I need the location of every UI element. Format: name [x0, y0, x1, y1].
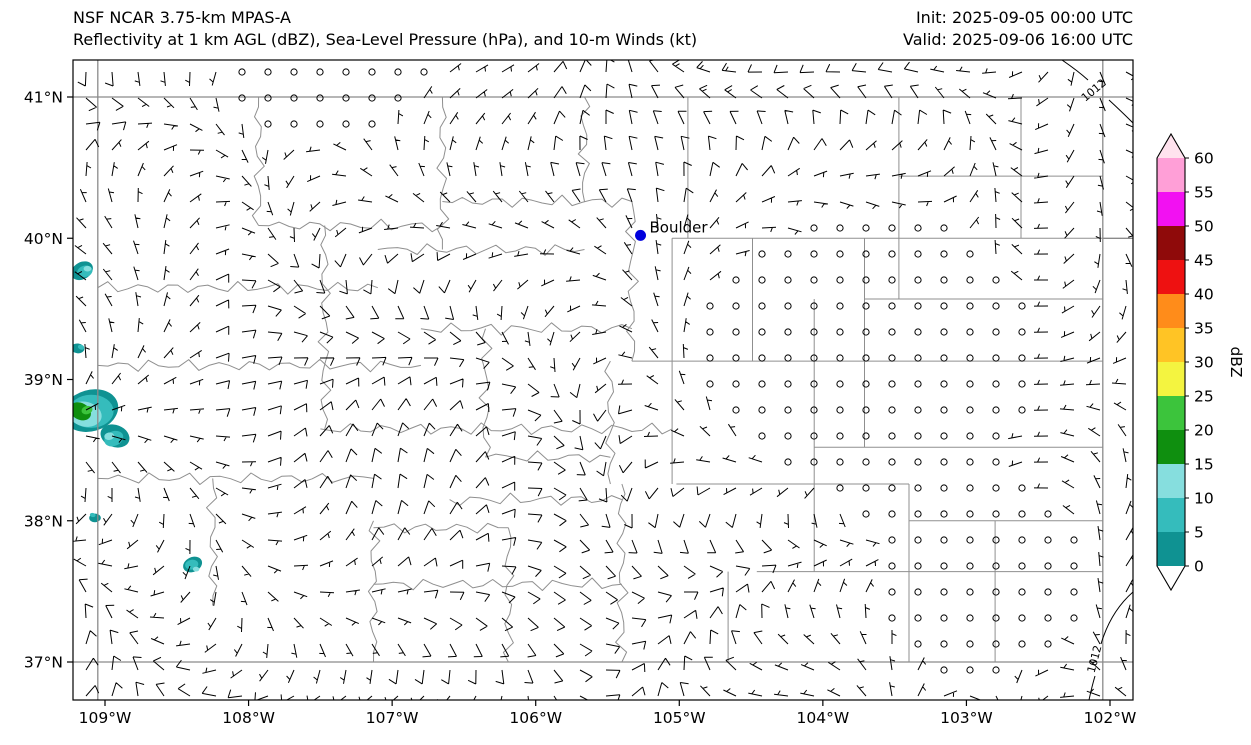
axis-ticks: 109°W 108°W 107°W 106°W 105°W 104°W 103°W 102°W… — [24, 89, 1136, 728]
figure-times: Init: 2025-09-05 00:00 UTC Valid: 2025-0… — [903, 7, 1133, 51]
figure-subtitle: Reflectivity at 1 km AGL (dBZ), Sea-Leve… — [73, 30, 698, 49]
init-time: Init: 2025-09-05 00:00 UTC — [915, 8, 1133, 27]
colorbar-tick-label: 20 — [1194, 422, 1214, 440]
y-tick-label: 39°N — [24, 371, 63, 389]
y-tick-label: 41°N — [24, 89, 63, 107]
valid-time: Valid: 2025-09-06 16:00 UTC — [902, 30, 1133, 49]
reflectivity-layer — [73, 261, 203, 573]
x-tick-label: 107°W — [366, 709, 419, 727]
colorbar-title: dBZ — [1227, 346, 1245, 377]
pressure-contours: 1012 1012 — [1061, 60, 1133, 700]
colorbar-tick-label: 15 — [1194, 456, 1214, 474]
isobar-label: 1012 — [1079, 76, 1109, 104]
colorbar: 0 5 10 15 20 25 30 35 40 45 50 55 60 dBZ — [1156, 132, 1245, 592]
colorbar-tick-label: 5 — [1194, 524, 1204, 542]
colorbar-tick-label: 25 — [1194, 388, 1214, 406]
colorbar-tick-label: 45 — [1194, 252, 1214, 270]
x-tick-label: 102°W — [1084, 709, 1137, 727]
x-tick-label: 108°W — [222, 709, 275, 727]
x-tick-label: 106°W — [509, 709, 562, 727]
figure-title: NSF NCAR 3.75-km MPAS-A — [73, 8, 291, 27]
county-borders — [97, 96, 1103, 663]
colorbar-tick-label: 50 — [1194, 218, 1214, 236]
colorbar-under-arrow — [1157, 566, 1185, 590]
colorbar-tick-label: 40 — [1194, 286, 1214, 304]
boulder-label: Boulder — [650, 218, 709, 236]
y-tick-label: 37°N — [24, 654, 63, 672]
colorbar-tick-label: 0 — [1194, 558, 1204, 576]
colorbar-tick-label: 55 — [1194, 184, 1214, 202]
city-marker-group: Boulder — [635, 218, 708, 241]
y-tick-label: 38°N — [24, 512, 63, 530]
state-borders — [73, 60, 1133, 700]
x-tick-label: 104°W — [797, 709, 850, 727]
x-tick-label: 109°W — [79, 709, 132, 727]
isobar-label: 1012 — [1085, 644, 1105, 674]
colorbar-tick-label: 10 — [1194, 490, 1214, 508]
plot-frame — [72, 59, 1134, 701]
colorbar-tick-label: 35 — [1194, 320, 1214, 338]
colorbar-over-arrow — [1157, 134, 1185, 158]
y-tick-label: 40°N — [24, 230, 63, 248]
x-tick-label: 105°W — [653, 709, 706, 727]
calm-wind-circles — [238, 68, 1078, 674]
figure-titles: NSF NCAR 3.75-km MPAS-A Reflectivity at … — [73, 7, 697, 51]
boulder-marker — [635, 229, 646, 241]
x-tick-label: 103°W — [940, 709, 993, 727]
colorbar-tick-label: 30 — [1194, 354, 1214, 372]
colorbar-tick-label: 60 — [1194, 150, 1214, 168]
wind-barbs-layer — [73, 60, 1133, 700]
